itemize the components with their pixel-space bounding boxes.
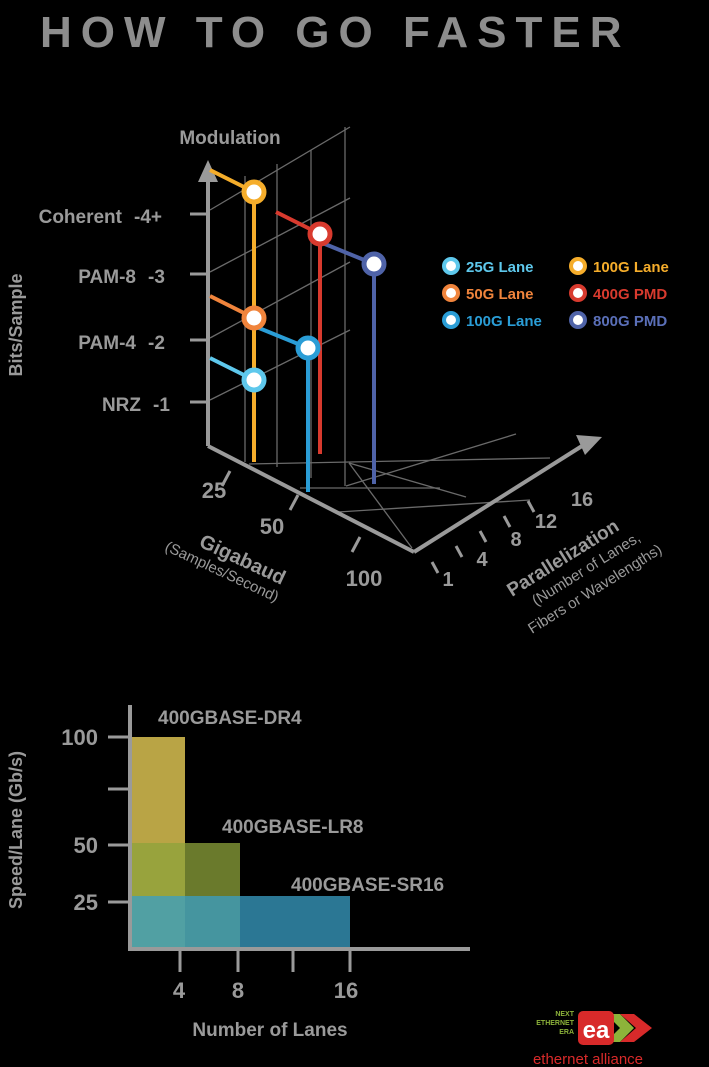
bars [130, 737, 350, 949]
bar-label-400gbase-sr16: 400GBASE-SR16 [291, 875, 444, 896]
bar-x-tick-16: 16 [334, 978, 358, 1003]
logo-ea-badge [578, 1011, 614, 1045]
z-axis-side-label: Bits/Sample [6, 273, 26, 376]
legend-marker-50g-lane [442, 284, 460, 302]
logo-next: NEXT [555, 1011, 574, 1018]
y-tick-16: 16 [571, 489, 593, 511]
point-800g-pmd-5 [361, 251, 387, 277]
stem-800g-pmd-5 [319, 240, 376, 484]
point-50g-lane-1 [241, 305, 267, 331]
bar-y-axis-title: Speed/Lane (Gb/s) [6, 751, 26, 909]
legend-marker-800g-pmd [569, 311, 587, 329]
logo-chevron-red [620, 1014, 652, 1042]
x-tick-25: 25 [202, 478, 226, 503]
point-100g-lane-2 [241, 179, 267, 205]
point-25g-lane-0 [241, 367, 267, 393]
y-tick-8: 8 [510, 529, 521, 551]
bar-x-tick-8: 8 [232, 978, 244, 1003]
z-tick-name-pam4: PAM-4 [78, 333, 136, 354]
point-400g-pmd-4 [307, 221, 333, 247]
point-100g-lane-3 [295, 335, 321, 361]
x-tick-50: 50 [260, 514, 284, 539]
grid-lines [209, 126, 551, 549]
z-tick-value-nrz: -1 [153, 395, 170, 416]
z-tick-value-pam4: -2 [148, 333, 165, 354]
y-tick-1: 1 [442, 569, 453, 591]
legend-label-25g-lane: 25G Lane [466, 259, 534, 276]
bar-chart-axes [128, 705, 470, 951]
logo-ea-mark: ea [583, 1017, 610, 1044]
bar-y-tick-50: 50 [74, 833, 98, 858]
y-axis-arrowhead [576, 435, 602, 455]
chart-3d-modulation: Modulation Bits/Sample Coherent -4+ PAM-… [6, 126, 669, 637]
bar-chart-ticks [108, 735, 352, 972]
bar-label-400gbase-lr8: 400GBASE-LR8 [222, 817, 364, 838]
legend-label-50g-lane: 50G Lane [466, 286, 534, 303]
legend: 25G Lane 100G Lane 50G Lane 400G PMD 100… [442, 257, 669, 330]
z-tick-name-coherent: Coherent [39, 207, 123, 228]
legend-marker-100g-lane-yellow [569, 257, 587, 275]
bar-400gbase-sr16 [130, 896, 350, 949]
legend-marker-400g-pmd [569, 284, 587, 302]
bar-label-400gbase-dr4: 400GBASE-DR4 [158, 708, 302, 729]
logo-ethernet: ETHERNET [536, 1020, 574, 1027]
chart-speed-per-lane: 100 50 25 4 8 16 Number of Lanes Speed/L… [6, 705, 652, 1067]
legend-label-400g-pmd: 400G PMD [593, 286, 667, 303]
legend-label-100g-lane-blue: 100G Lane [466, 313, 542, 330]
axis-ticks [190, 212, 536, 574]
page-title: HOW TO GO FASTER [40, 8, 631, 57]
z-tick-value-pam8: -3 [148, 267, 165, 288]
data-points [241, 179, 387, 393]
legend-marker-25g-lane [442, 257, 460, 275]
z-axis-title: Modulation [179, 128, 280, 149]
bar-x-tick-4: 4 [173, 978, 186, 1003]
axes [206, 178, 584, 554]
z-tick-value-coherent: -4+ [134, 207, 162, 228]
z-axis-arrowhead [198, 160, 218, 182]
logo-name: ethernet alliance [533, 1051, 643, 1067]
logo-era: ERA [559, 1029, 574, 1036]
ethernet-alliance-logo: NEXT ETHERNET ERA ea ethernet alliance [533, 1011, 652, 1067]
bar-x-axis-title: Number of Lanes [192, 1020, 347, 1041]
bar-y-tick-100: 100 [61, 725, 98, 750]
bar-y-tick-25: 25 [74, 890, 98, 915]
legend-marker-100g-lane-blue [442, 311, 460, 329]
z-tick-name-nrz: NRZ [102, 395, 141, 416]
y-tick-4: 4 [476, 549, 488, 571]
y-tick-12: 12 [535, 511, 557, 533]
x-tick-100: 100 [346, 566, 383, 591]
legend-label-800g-pmd: 800G PMD [593, 313, 667, 330]
stem-400g-pmd-4 [275, 210, 322, 454]
z-tick-name-pam8: PAM-8 [78, 267, 136, 288]
legend-label-100g-lane-yellow: 100G Lane [593, 259, 669, 276]
